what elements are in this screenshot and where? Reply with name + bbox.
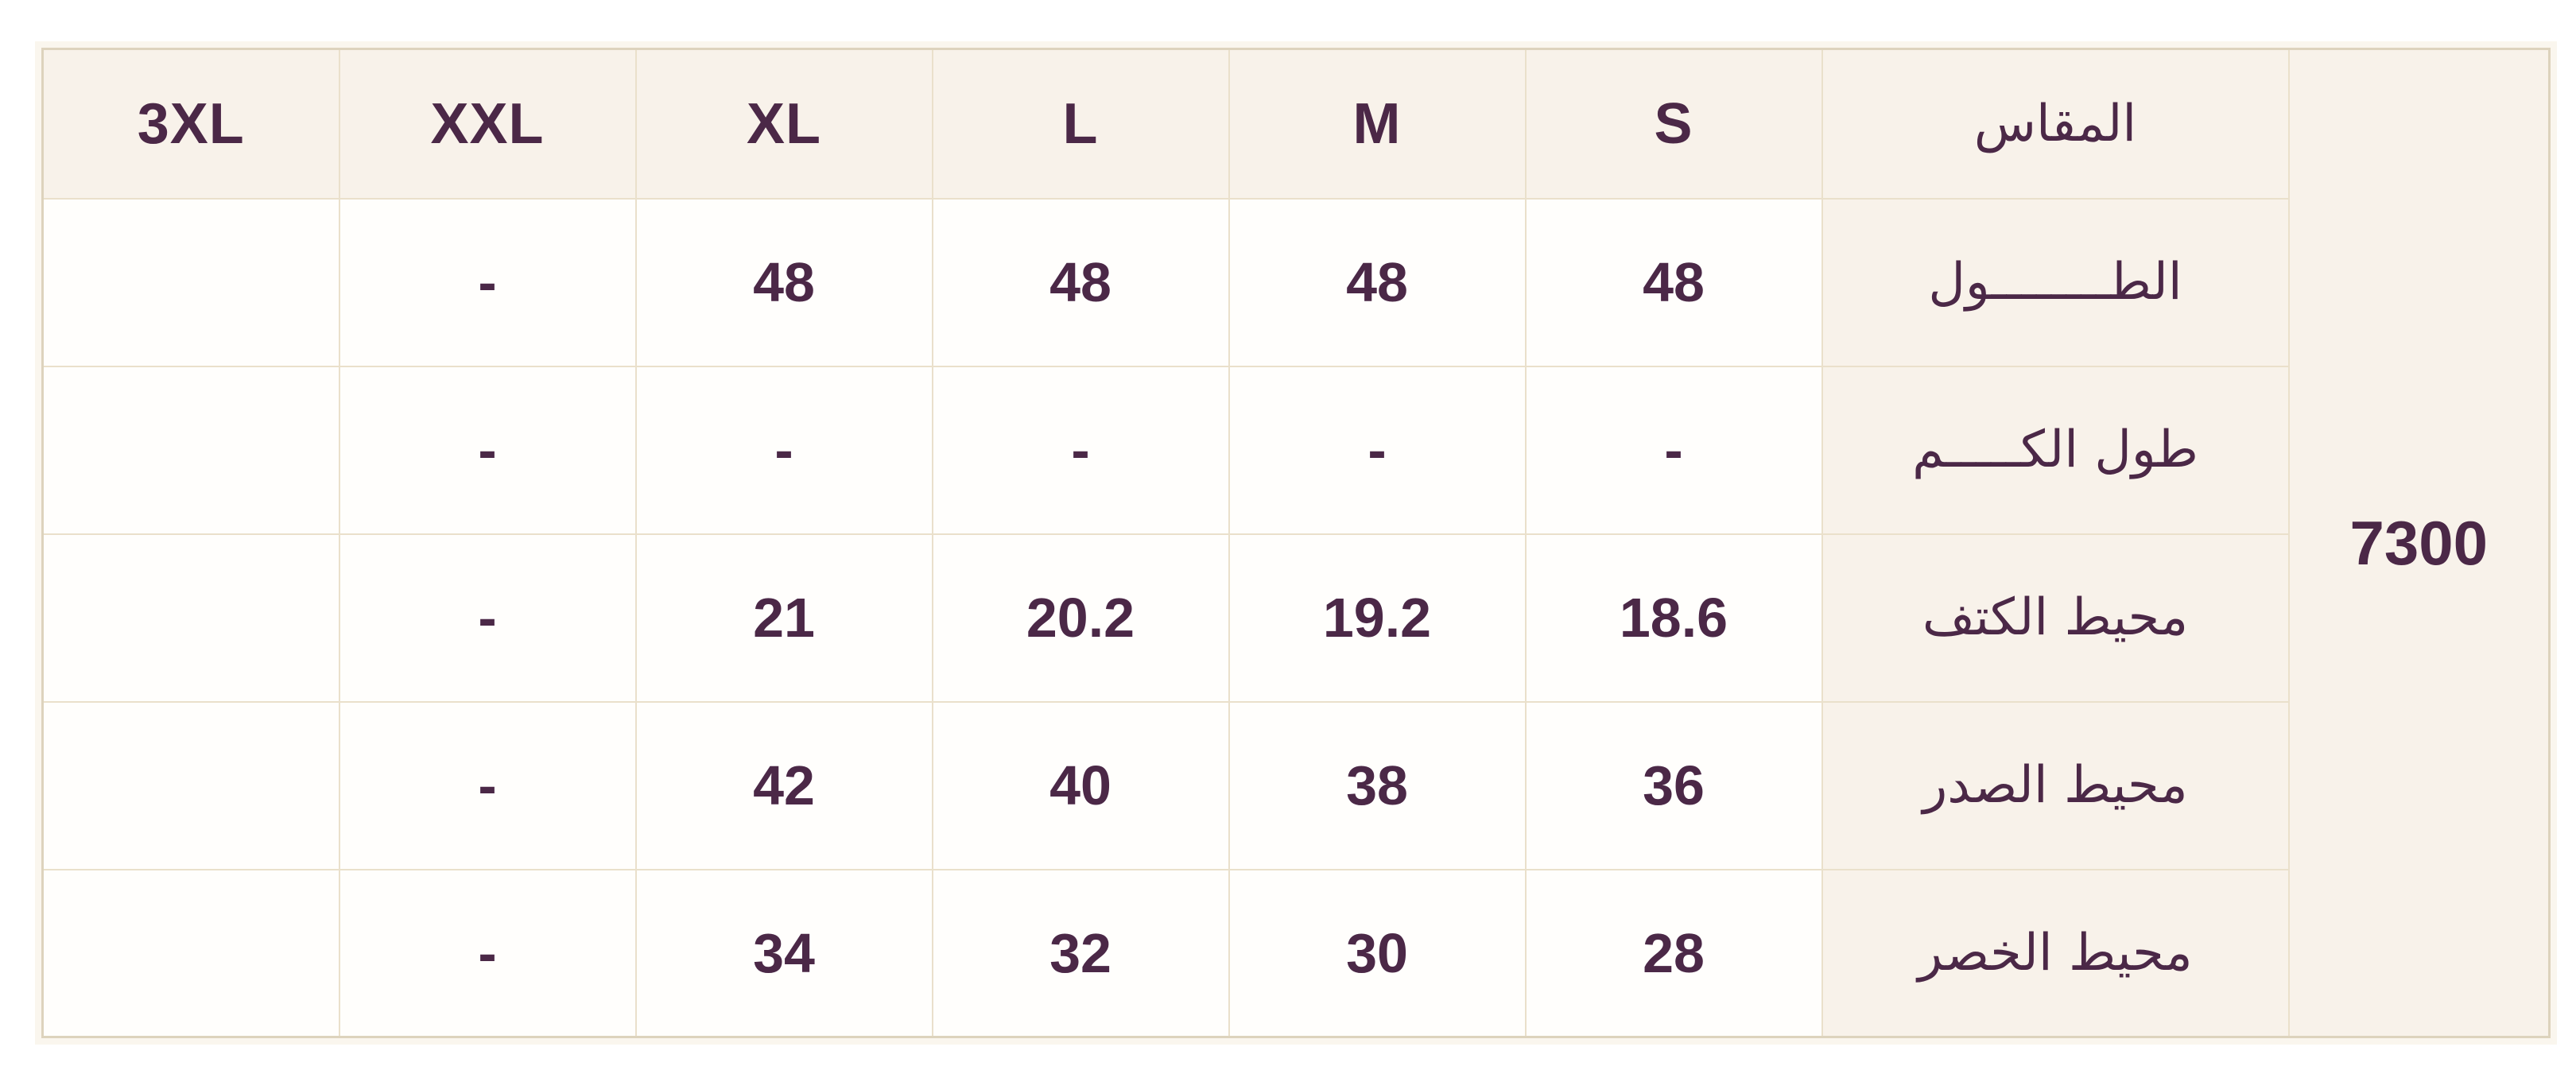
row-label-length: الطــــــــول: [1821, 197, 2290, 367]
value-cell: 48: [1228, 197, 1527, 367]
value-cell: 18.6: [1524, 533, 1823, 703]
value-cell: 32: [931, 868, 1230, 1038]
value-cell: -: [338, 365, 637, 535]
header-row: 3XL XXL XL L M S المقاس 7300: [41, 48, 2551, 1038]
model-number-cell: 7300: [2287, 48, 2551, 1038]
header-size-xxl: XXL: [338, 48, 637, 200]
row-length: - 48 48 48 48 الطــــــــول: [41, 197, 2550, 367]
row-label-chest: محيط الصدر: [1821, 700, 2290, 870]
row-label-waist: محيط الخصر: [1821, 868, 2290, 1038]
row-sleeve-length: - - - - - طول الكـــــم: [41, 365, 2550, 535]
header-size-l: L: [931, 48, 1230, 200]
value-cell: 34: [634, 868, 933, 1038]
value-cell: 19.2: [1228, 533, 1527, 703]
value-cell: 48: [634, 197, 933, 367]
row-chest: - 42 40 38 36 محيط الصدر: [41, 700, 2550, 870]
row-label-sleeve-length: طول الكـــــم: [1821, 365, 2290, 535]
value-cell: -: [1228, 365, 1527, 535]
value-cell: 28: [1524, 868, 1823, 1038]
value-cell: [41, 197, 340, 367]
value-cell: 20.2: [931, 533, 1230, 703]
value-cell: [41, 365, 340, 535]
value-cell: 48: [931, 197, 1230, 367]
value-cell: -: [931, 365, 1230, 535]
header-size-3xl: 3XL: [41, 48, 340, 200]
header-measure-label: المقاس: [1821, 48, 2290, 200]
size-chart-table: 3XL XXL XL L M S المقاس 7300 - 48 48 48 …: [41, 48, 2551, 1038]
header-size-xl: XL: [634, 48, 933, 200]
value-cell: 21: [634, 533, 933, 703]
value-cell: [41, 868, 340, 1038]
value-cell: [41, 533, 340, 703]
value-cell: -: [338, 700, 637, 870]
value-cell: 48: [1524, 197, 1823, 367]
value-cell: [41, 700, 340, 870]
header-size-s: S: [1524, 48, 1823, 200]
header-size-m: M: [1228, 48, 1527, 200]
value-cell: 40: [931, 700, 1230, 870]
row-shoulder: - 21 20.2 19.2 18.6 محيط الكتف: [41, 533, 2550, 703]
row-waist: - 34 32 30 28 محيط الخصر: [41, 868, 2550, 1038]
value-cell: -: [338, 868, 637, 1038]
value-cell: 38: [1228, 700, 1527, 870]
value-cell: 36: [1524, 700, 1823, 870]
value-cell: -: [1524, 365, 1823, 535]
value-cell: 42: [634, 700, 933, 870]
value-cell: -: [338, 197, 637, 367]
value-cell: -: [634, 365, 933, 535]
row-label-shoulder: محيط الكتف: [1821, 533, 2290, 703]
value-cell: -: [338, 533, 637, 703]
value-cell: 30: [1228, 868, 1527, 1038]
